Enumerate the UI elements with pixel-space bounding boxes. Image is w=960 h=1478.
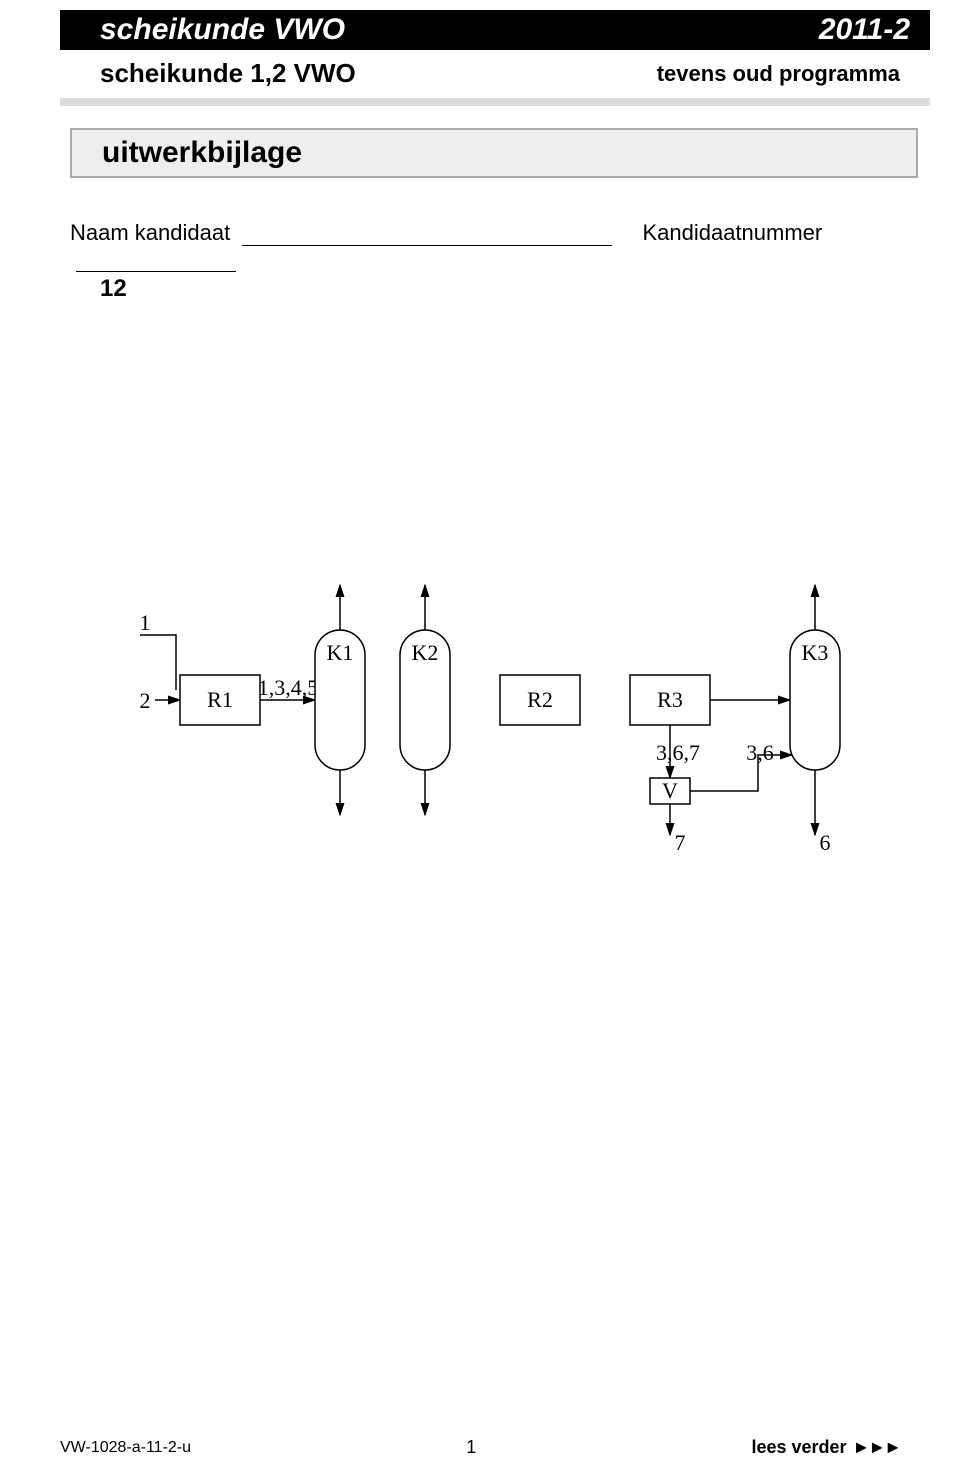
process-diagram: 1 2 1,3,4,5 3,6,7 3,6 7 6 R1 K1 K2 R2 R3 K3 V — [100, 560, 880, 875]
arrow-icon: ►►► — [853, 1437, 900, 1458]
bijlage-box: uitwerkbijlage — [70, 128, 918, 178]
title-left: scheikunde VWO — [100, 13, 345, 47]
svg-text:V: V — [662, 778, 678, 803]
doc-code: VW-1028-a-11-2-u — [60, 1439, 191, 1457]
svg-text:K2: K2 — [412, 640, 439, 665]
candidate-form: Naam kandidaat Kandidaatnummer — [70, 220, 920, 272]
title-bar: scheikunde VWO 2011-2 — [60, 10, 930, 50]
svg-text:K1: K1 — [327, 640, 354, 665]
nummer-label: Kandidaatnummer — [642, 220, 822, 245]
title-right: 2011-2 — [819, 13, 910, 47]
naam-label: Naam kandidaat — [70, 220, 230, 245]
page-footer: VW-1028-a-11-2-u 1 lees verder ►►► — [60, 1437, 900, 1458]
svg-text:1: 1 — [140, 610, 151, 635]
question-number: 12 — [100, 275, 127, 303]
subtitle-row: scheikunde 1,2 VWO tevens oud programma — [100, 58, 900, 89]
svg-text:6: 6 — [820, 830, 831, 855]
naam-input-line[interactable] — [242, 245, 612, 246]
svg-text:R1: R1 — [207, 687, 233, 712]
divider-bar — [60, 98, 930, 106]
bijlage-label: uitwerkbijlage — [102, 136, 302, 170]
svg-text:3,6: 3,6 — [746, 740, 774, 765]
subtitle-left: scheikunde 1,2 VWO — [100, 58, 356, 89]
svg-text:R2: R2 — [527, 687, 553, 712]
svg-text:7: 7 — [675, 830, 686, 855]
svg-text:K3: K3 — [802, 640, 829, 665]
subtitle-right: tevens oud programma — [657, 61, 900, 87]
svg-text:1,3,4,5: 1,3,4,5 — [258, 675, 319, 700]
svg-text:2: 2 — [140, 688, 151, 713]
svg-text:3,6,7: 3,6,7 — [656, 740, 700, 765]
page-number: 1 — [466, 1437, 476, 1458]
continue-text: lees verder — [751, 1437, 846, 1458]
continue-indicator: lees verder ►►► — [751, 1437, 900, 1458]
nummer-input-line[interactable] — [76, 271, 236, 272]
svg-text:R3: R3 — [657, 687, 683, 712]
